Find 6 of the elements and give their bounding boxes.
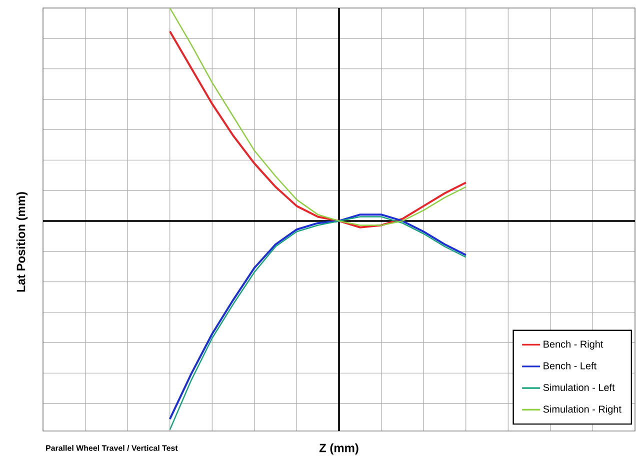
legend-label: Bench - Right bbox=[544, 340, 604, 350]
legend-label: Simulation - Right bbox=[543, 405, 622, 415]
legend-label: Bench - Left bbox=[544, 362, 596, 370]
x-axis-title: Z (mm) bbox=[319, 443, 358, 455]
y-axis-title: Lat Position (mm) bbox=[16, 192, 28, 292]
legend-label: Simulation - Left bbox=[543, 384, 615, 392]
